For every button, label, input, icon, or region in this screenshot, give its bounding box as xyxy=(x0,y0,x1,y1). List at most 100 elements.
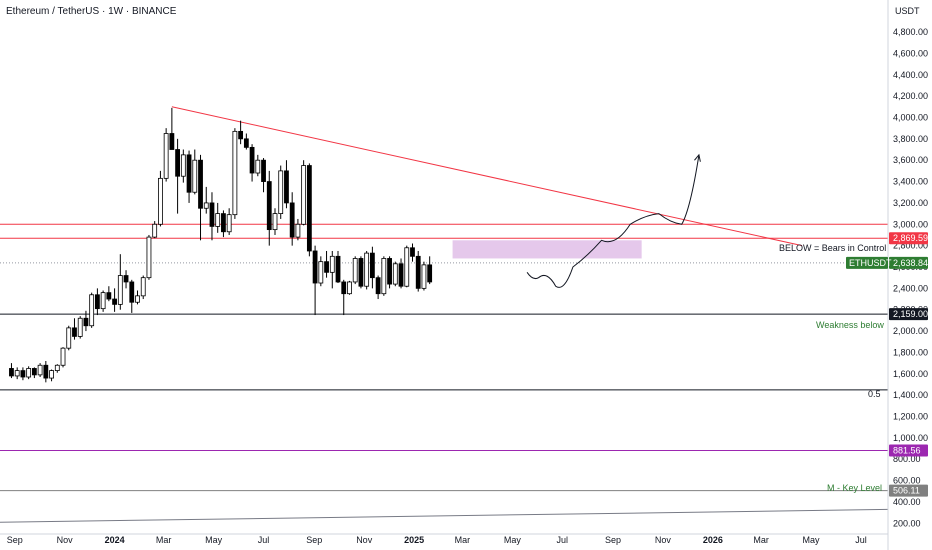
x-tick-label: Mar xyxy=(156,535,172,545)
candle-body-54 xyxy=(318,261,324,284)
price-badge-label-1: 2,869.59 xyxy=(893,233,928,243)
candle-body-14 xyxy=(89,294,95,327)
plot-area xyxy=(0,0,888,534)
x-tick-label: 2026 xyxy=(703,535,723,545)
candle-body-15 xyxy=(94,294,100,310)
candle-body-30 xyxy=(180,154,186,177)
candle-body-45 xyxy=(266,181,272,231)
projection-arrowhead xyxy=(694,153,701,162)
candle-body-22 xyxy=(135,295,140,303)
candle-body-66 xyxy=(387,258,392,285)
chart-title: Ethereum / TetherUS · 1W · BINANCE xyxy=(6,6,177,17)
projection-path xyxy=(526,154,700,288)
y-tick-label: 3,800.00 xyxy=(893,134,928,144)
candle-body-57 xyxy=(335,255,341,283)
candle-body-21 xyxy=(129,281,135,303)
y-tick-label: 4,200.00 xyxy=(893,91,928,101)
x-tick-label: May xyxy=(504,535,522,545)
candle-body-61 xyxy=(358,258,364,287)
candle-body-34 xyxy=(203,202,209,209)
candle-body-6 xyxy=(43,364,49,379)
candle-body-51 xyxy=(301,165,307,225)
candle-body-37 xyxy=(221,213,226,233)
y-tick-label: 2,000.00 xyxy=(893,326,928,336)
candle-body-47 xyxy=(278,170,284,215)
candle-body-40 xyxy=(238,130,244,140)
candle-body-10 xyxy=(66,327,72,349)
y-tick-label: 4,000.00 xyxy=(893,112,928,122)
candle-body-29 xyxy=(175,149,181,177)
candle-body-59 xyxy=(347,281,352,295)
half-level-note: 0.5 xyxy=(868,389,881,399)
candle-body-69 xyxy=(404,247,410,287)
candle-body-32 xyxy=(192,159,198,193)
candle-body-41 xyxy=(243,138,249,148)
candle-body-73 xyxy=(427,264,433,283)
candle-body-56 xyxy=(329,255,335,273)
candle-body-18 xyxy=(112,298,117,305)
y-tick-label: 200.00 xyxy=(893,518,921,528)
candle-body-20 xyxy=(123,275,129,283)
y-tick-label: 2,800.00 xyxy=(893,241,928,251)
x-tick-label: Nov xyxy=(655,535,672,545)
price-badge-6 xyxy=(889,484,928,497)
candle-body-68 xyxy=(398,263,404,287)
key-level-note: M - Key Level xyxy=(827,483,883,493)
candle-body-25 xyxy=(152,223,158,238)
candle-body-53 xyxy=(312,250,318,284)
y-tick-label: 3,600.00 xyxy=(893,155,928,165)
x-tick-label: 2025 xyxy=(404,535,424,545)
currency-label: USDT xyxy=(895,6,920,16)
x-tick-label: 2024 xyxy=(105,535,125,545)
candle-body-44 xyxy=(261,159,266,182)
candle-body-48 xyxy=(284,170,289,204)
candle-body-24 xyxy=(146,236,152,279)
x-tick-label: May xyxy=(803,535,821,545)
y-tick-label: 400.00 xyxy=(893,497,921,507)
candle-body-23 xyxy=(140,277,146,297)
x-tick-label: Sep xyxy=(306,535,322,545)
y-tick-label: 1,000.00 xyxy=(893,433,928,443)
candle-body-12 xyxy=(77,317,83,337)
y-tick-label: 4,800.00 xyxy=(893,27,928,37)
x-tick-label: May xyxy=(205,535,223,545)
weakness-note: Weakness below xyxy=(816,320,884,330)
candle-body-43 xyxy=(255,159,261,174)
supply-zone xyxy=(452,240,642,259)
candle-body-63 xyxy=(369,252,375,279)
candle-body-42 xyxy=(249,146,255,174)
candle-body-19 xyxy=(117,275,123,305)
y-tick-label: 600.00 xyxy=(893,476,921,486)
candle-body-26 xyxy=(158,177,163,225)
candle-body-49 xyxy=(289,202,295,238)
y-tick-label: 800.00 xyxy=(893,454,921,464)
candle-body-27 xyxy=(163,133,169,179)
y-tick-label: 1,800.00 xyxy=(893,347,928,357)
candle-body-36 xyxy=(215,213,221,227)
candle-body-13 xyxy=(83,317,89,327)
candle-body-71 xyxy=(415,255,421,289)
candle-body-16 xyxy=(100,292,106,310)
candle-body-38 xyxy=(226,214,232,233)
candle-body-28 xyxy=(169,133,175,150)
x-tick-label: Jul xyxy=(258,535,270,545)
candle-body-3 xyxy=(26,368,32,378)
x-tick-label: Nov xyxy=(57,535,74,545)
candle-body-33 xyxy=(198,159,203,209)
price-badge-label-5: 881.56 xyxy=(893,446,921,456)
x-tick-label: Mar xyxy=(455,535,471,545)
price-badge-2 xyxy=(889,256,928,269)
candle-body-60 xyxy=(352,258,358,283)
y-tick-label: 4,400.00 xyxy=(893,70,928,80)
lower-diagonal-line xyxy=(0,508,889,523)
candle-body-7 xyxy=(49,370,54,379)
y-tick-label: 1,400.00 xyxy=(893,390,928,400)
y-tick-label: 2,400.00 xyxy=(893,283,928,293)
candle-body-5 xyxy=(37,364,43,376)
candle-body-9 xyxy=(60,347,66,366)
symbol-badge-label: ETHUSDT xyxy=(849,258,892,268)
candle-body-11 xyxy=(72,327,77,337)
symbol-badge xyxy=(846,256,888,269)
candle-body-70 xyxy=(410,247,415,257)
